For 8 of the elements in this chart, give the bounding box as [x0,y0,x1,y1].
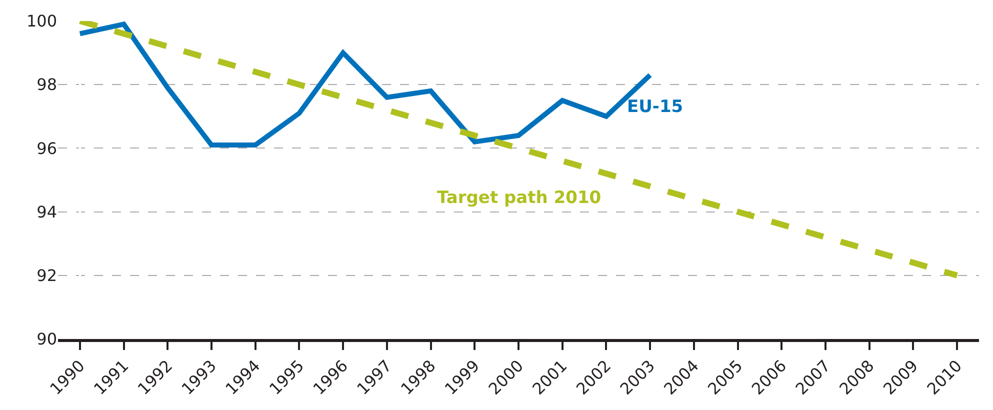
y-tick-label: 96 [36,138,57,158]
y-tick-label: 98 [36,75,57,94]
y-tick-label: 94 [36,202,57,222]
y-tick-label: 100 [26,12,57,31]
series-label: EU-15 [627,97,684,117]
y-tick-label: 92 [36,266,57,285]
series-label: Target path 2010 [437,188,602,208]
y-tick-label: 90 [36,330,57,349]
